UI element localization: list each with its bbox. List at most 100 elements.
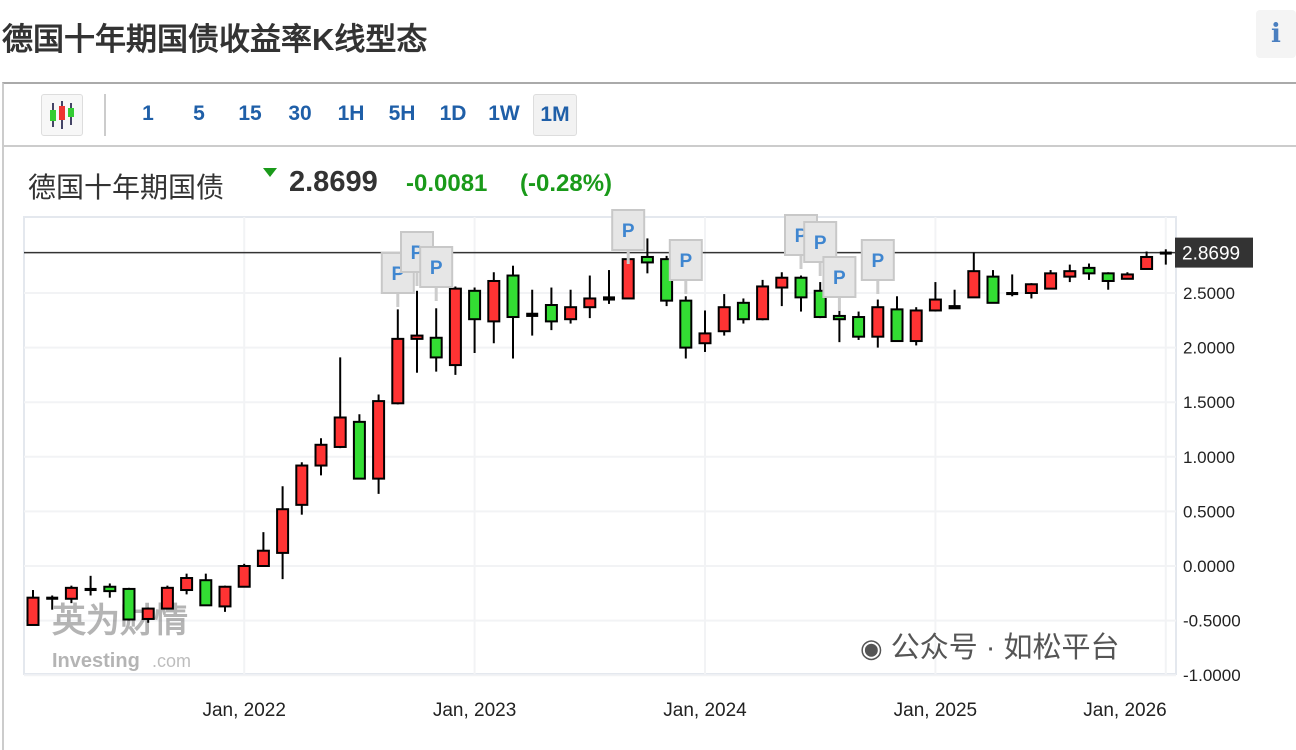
logo-com: .com xyxy=(152,651,191,671)
candle-body xyxy=(256,549,270,567)
candle-body xyxy=(237,565,251,588)
x-tick-label: Jan, 2023 xyxy=(433,700,516,721)
price-tag-label: 2.8699 xyxy=(1182,244,1240,265)
candle xyxy=(256,532,270,567)
y-tick-label: 1.5000 xyxy=(1183,393,1235,412)
chart-toolbar: 1 5 15 30 1H 5H 1D 1W 1M xyxy=(4,84,1296,147)
event-marker[interactable]: P xyxy=(860,239,895,294)
candle xyxy=(468,287,482,354)
candle-body xyxy=(506,274,520,319)
timeframe-1M[interactable]: 1M xyxy=(533,94,577,136)
candle-body xyxy=(84,587,97,592)
wechat-watermark: ◉ 公众号 · 如松平台 xyxy=(860,630,1120,666)
y-tick-label: 0.5000 xyxy=(1183,502,1235,521)
candle xyxy=(160,585,174,610)
price-change-pct: (-0.28%) xyxy=(520,170,613,197)
candlestick-icon xyxy=(50,101,74,129)
candle xyxy=(1159,249,1172,265)
candle xyxy=(986,270,1000,304)
event-marker[interactable]: P xyxy=(380,252,415,307)
candle xyxy=(487,272,501,344)
timeframe-1W[interactable]: 1W xyxy=(488,102,520,125)
candle xyxy=(237,563,251,588)
candle-body xyxy=(986,275,1000,304)
candle xyxy=(64,585,78,604)
candle-body xyxy=(160,586,174,610)
candle-body xyxy=(199,579,213,607)
candle xyxy=(871,299,885,348)
chart-type-button[interactable] xyxy=(41,94,83,136)
toolbar-divider xyxy=(104,94,106,136)
candle-body xyxy=(103,585,117,593)
y-tick-label: 2.5000 xyxy=(1183,284,1235,303)
candle xyxy=(26,590,40,626)
x-tick-label: Jan, 2025 xyxy=(894,700,977,721)
timeframe-1H[interactable]: 1H xyxy=(337,102,365,125)
marker-label: P xyxy=(679,251,692,272)
candle-body xyxy=(544,304,558,323)
timeframe-15[interactable]: 15 xyxy=(238,102,262,125)
x-tick-label: Jan, 2026 xyxy=(1083,700,1166,721)
candle xyxy=(583,275,597,319)
x-tick-label: Jan, 2022 xyxy=(202,700,285,721)
candle xyxy=(1120,272,1134,280)
candle-body xyxy=(775,276,789,289)
timeframe-1D[interactable]: 1D xyxy=(439,102,467,125)
candle-body xyxy=(1006,292,1019,296)
candle-body xyxy=(813,289,827,319)
marker-label: P xyxy=(871,251,884,272)
candle-body xyxy=(1120,273,1134,280)
candle-body xyxy=(756,285,770,321)
marker-label: P xyxy=(833,268,846,289)
candle-body xyxy=(122,587,136,621)
marker-label: P xyxy=(430,258,443,279)
candle xyxy=(890,296,904,343)
event-marker[interactable]: P xyxy=(668,239,703,294)
candle xyxy=(526,289,539,336)
candle xyxy=(1024,283,1038,299)
event-marker[interactable]: P xyxy=(419,246,454,301)
marker-box xyxy=(419,246,454,288)
candle xyxy=(1063,264,1077,283)
watermark-text: 公众号 · 如松平台 xyxy=(890,632,1120,664)
candle xyxy=(794,275,808,312)
candle xyxy=(909,307,923,346)
candle xyxy=(352,414,366,480)
candle xyxy=(199,573,213,607)
timeframe-30[interactable]: 30 xyxy=(288,102,312,125)
candle xyxy=(948,289,961,310)
y-tick-label: 2.0000 xyxy=(1183,339,1235,358)
candle-body xyxy=(717,306,731,333)
y-tick-label: -0.5000 xyxy=(1183,612,1241,631)
candle xyxy=(698,310,712,352)
candle xyxy=(603,270,615,304)
plot-area xyxy=(23,216,1177,675)
candle-body xyxy=(276,508,290,554)
candle-body xyxy=(736,301,750,321)
candle xyxy=(448,286,462,375)
last-price: 2.8699 xyxy=(289,166,378,198)
candle-body xyxy=(909,309,923,343)
event-marker[interactable]: P xyxy=(822,256,857,311)
event-marker[interactable]: P xyxy=(803,221,838,276)
candle-body xyxy=(141,607,155,620)
candle xyxy=(756,279,770,321)
timeframe-5[interactable]: 5 xyxy=(193,102,205,125)
event-marker[interactable]: P xyxy=(611,209,646,264)
timeframe-5H[interactable]: 5H xyxy=(388,102,416,125)
candle-body xyxy=(26,596,40,626)
candle-body xyxy=(564,306,578,321)
candle-body xyxy=(1140,255,1154,270)
candle xyxy=(180,573,194,595)
candle-body xyxy=(890,308,904,343)
info-icon[interactable]: i xyxy=(1256,10,1296,58)
candle xyxy=(276,486,290,580)
candle-body xyxy=(46,596,59,600)
timeframe-1[interactable]: 1 xyxy=(142,102,154,125)
candle-body xyxy=(1063,270,1077,278)
candle-body xyxy=(448,287,462,367)
candle-body xyxy=(180,577,194,592)
candle-body xyxy=(603,296,615,301)
y-tick-label: 0.0000 xyxy=(1183,557,1235,576)
